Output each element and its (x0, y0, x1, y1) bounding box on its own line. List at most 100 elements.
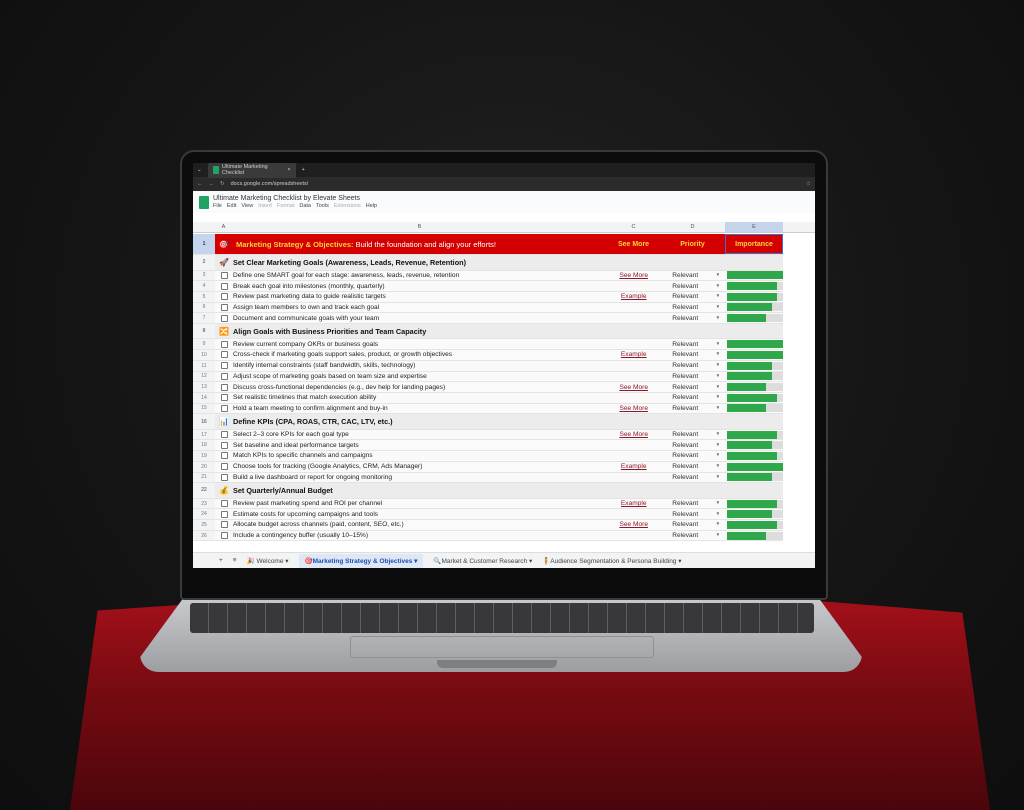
section-icon: 📊 (219, 417, 229, 426)
task-checkbox[interactable] (220, 473, 228, 481)
task-checkbox[interactable] (220, 532, 228, 540)
column-header-c[interactable]: C (631, 224, 636, 230)
trackpad (350, 636, 654, 658)
menu-insert[interactable]: Insert (258, 203, 272, 209)
task-checkbox[interactable] (220, 271, 228, 279)
sheet-tab[interactable]: 🎯Marketing Strategy & Objectives ▾ (298, 553, 424, 568)
priority-dropdown[interactable]: Relevant ▼ (660, 431, 725, 438)
task-link[interactable]: See More (619, 383, 649, 391)
task-checkbox[interactable] (220, 340, 228, 348)
priority-dropdown[interactable]: Relevant ▼ (660, 304, 725, 311)
task-text: Discuss cross-functional dependencies (e… (232, 383, 446, 391)
menu-view[interactable]: View (241, 203, 254, 209)
task-link[interactable]: See More (619, 271, 649, 279)
task-checkbox[interactable] (220, 394, 228, 402)
task-checkbox[interactable] (220, 510, 228, 518)
importance-bar (727, 303, 783, 312)
dropdown-arrow-icon: ▼ (715, 293, 721, 299)
menu-file[interactable]: File (213, 203, 222, 209)
priority-dropdown[interactable]: Relevant ▼ (660, 474, 725, 481)
task-checkbox[interactable] (220, 431, 228, 439)
task-checkbox[interactable] (220, 351, 228, 359)
task-checkbox[interactable] (220, 521, 228, 529)
tab-list-chevron-icon[interactable]: ⌄ (197, 167, 202, 173)
priority-dropdown[interactable]: Relevant ▼ (660, 452, 725, 459)
importance-bar (727, 314, 783, 323)
url-field[interactable]: docs.google.com/spreadsheets/ (230, 181, 309, 187)
close-tab-icon[interactable]: × (287, 167, 291, 173)
row-number: 26 (193, 530, 215, 541)
menu-extensions[interactable]: Extensions (333, 203, 361, 209)
task-checkbox[interactable] (220, 452, 228, 460)
priority-dropdown[interactable]: Relevant ▼ (660, 315, 725, 322)
task-checkbox[interactable] (220, 404, 228, 412)
task-link[interactable]: Example (620, 463, 647, 471)
importance-bar (727, 383, 783, 392)
row-number: 14 (193, 392, 215, 403)
add-sheet-icon[interactable]: + (219, 557, 223, 564)
priority-dropdown[interactable]: Relevant ▼ (660, 394, 725, 401)
priority-dropdown[interactable]: Relevant ▼ (660, 283, 725, 290)
priority-dropdown[interactable]: Relevant ▼ (660, 500, 725, 507)
task-link[interactable]: See More (619, 404, 649, 412)
header-importance[interactable]: Importance (725, 234, 783, 254)
task-link[interactable]: See More (619, 431, 649, 439)
task-row: 18 Set baseline and ideal performance tar… (193, 440, 783, 452)
menu-tools[interactable]: Tools (316, 203, 329, 209)
sheet-tab[interactable]: 🧍Audience Segmentation & Persona Buildin… (542, 557, 682, 565)
task-link[interactable]: See More (619, 521, 649, 529)
task-link[interactable]: Example (620, 500, 647, 508)
priority-dropdown[interactable]: Relevant ▼ (660, 351, 725, 358)
column-header-b[interactable]: B (417, 224, 422, 230)
priority-dropdown[interactable]: Relevant ▼ (660, 511, 725, 518)
sheet-tab[interactable]: 🔍Market & Customer Research ▾ (433, 557, 533, 565)
task-checkbox[interactable] (220, 314, 228, 322)
priority-dropdown[interactable]: Relevant ▼ (660, 384, 725, 391)
menu-format[interactable]: Format (276, 203, 295, 209)
task-text: Define one SMART goal for each stage: aw… (232, 271, 460, 279)
forward-icon[interactable]: → (208, 181, 215, 187)
doc-title[interactable]: Ultimate Marketing Checklist by Elevate … (213, 195, 361, 202)
column-header-e[interactable]: E (725, 222, 783, 232)
menu-data[interactable]: Data (299, 203, 311, 209)
task-checkbox[interactable] (220, 362, 228, 370)
priority-dropdown[interactable]: Relevant ▼ (660, 405, 725, 412)
priority-dropdown[interactable]: Relevant ▼ (660, 362, 725, 369)
sheet-tab[interactable]: 🎉 Welcome ▾ (246, 557, 289, 565)
task-checkbox[interactable] (220, 500, 228, 508)
task-link[interactable]: Example (620, 351, 647, 359)
menu-edit[interactable]: Edit (226, 203, 237, 209)
importance-bar-fill (727, 473, 772, 482)
priority-dropdown[interactable]: Relevant ▼ (660, 532, 725, 539)
priority-dropdown[interactable]: Relevant ▼ (660, 463, 725, 470)
task-checkbox[interactable] (220, 441, 228, 449)
task-checkbox[interactable] (220, 293, 228, 301)
column-header-a[interactable]: A (221, 224, 226, 230)
back-icon[interactable]: ← (197, 181, 203, 187)
task-row: 15 Hold a team meeting to confirm alignme… (193, 403, 783, 415)
menu-help[interactable]: Help (365, 203, 378, 209)
task-checkbox[interactable] (220, 282, 228, 290)
task-link[interactable]: Example (620, 293, 647, 301)
task-checkbox[interactable] (220, 372, 228, 380)
task-checkbox[interactable] (220, 463, 228, 471)
section-row: 2 🚀 Set Clear Marketing Goals (Awareness, … (193, 255, 783, 271)
new-tab-icon[interactable]: + (301, 167, 305, 173)
column-header-d[interactable]: D (690, 224, 695, 230)
task-text: Include a contingency buffer (usually 10… (232, 532, 369, 540)
browser-tab[interactable]: Ultimate Marketing Checklist × (207, 163, 296, 178)
all-sheets-icon[interactable]: ≡ (232, 557, 237, 564)
priority-dropdown[interactable]: Relevant ▼ (660, 272, 725, 279)
importance-bar (727, 520, 783, 529)
priority-dropdown[interactable]: Relevant ▼ (660, 341, 725, 348)
task-row: 24 Estimate costs for upcoming campaigns … (193, 509, 783, 521)
bookmark-star-icon[interactable]: ☆ (806, 181, 811, 187)
dropdown-arrow-icon: ▼ (715, 271, 721, 277)
reload-icon[interactable]: ↻ (220, 181, 225, 187)
priority-dropdown[interactable]: Relevant ▼ (660, 373, 725, 380)
priority-dropdown[interactable]: Relevant ▼ (660, 442, 725, 449)
task-checkbox[interactable] (220, 383, 228, 391)
priority-dropdown[interactable]: Relevant ▼ (660, 521, 725, 528)
task-checkbox[interactable] (220, 303, 228, 311)
priority-dropdown[interactable]: Relevant ▼ (660, 293, 725, 300)
